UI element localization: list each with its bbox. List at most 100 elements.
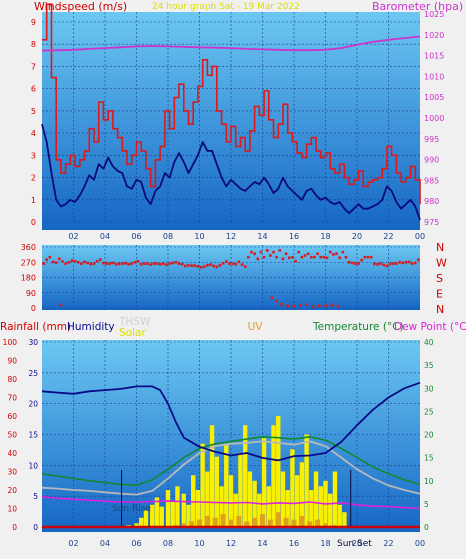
direction-point (70, 259, 74, 262)
rain-tick-label: 0 (12, 523, 17, 532)
temperature-line (41, 435, 421, 487)
direction-point (253, 252, 256, 256)
direction-point (407, 260, 411, 264)
direction-point (347, 260, 351, 264)
direction-point (168, 262, 171, 265)
solar-bar (224, 443, 229, 527)
solar-bar (186, 504, 191, 527)
direction-point (398, 260, 401, 264)
wind-tick-label: 5 (31, 107, 36, 116)
direction-point (262, 255, 266, 259)
uv-bar (236, 515, 242, 527)
direction-point (303, 254, 307, 257)
direction-point (130, 262, 134, 265)
direction-point (177, 262, 181, 265)
direction-point (209, 263, 212, 266)
wind-time-label: 00 (415, 232, 425, 241)
series-layer (41, 3, 421, 529)
uv-bar (228, 519, 234, 527)
solar-bar (280, 471, 286, 527)
direction-point (234, 262, 238, 266)
barometer-tick-label: 1015 (424, 52, 444, 61)
weather-time-label: 02 (68, 539, 78, 548)
direction-point (286, 304, 289, 308)
direction-point (305, 303, 308, 306)
barometer-axis-label: Barometer (hpa) (372, 0, 463, 13)
solar-bar (328, 493, 333, 527)
direction-point (139, 262, 143, 266)
wind-time-label: 04 (100, 232, 110, 241)
direction-point (59, 303, 63, 307)
temp-tick-label: 10 (424, 477, 434, 486)
humidity-tick-label: 15 (28, 431, 38, 440)
solar-bar (247, 471, 253, 527)
direction-point (92, 262, 96, 265)
direction-point (215, 265, 219, 269)
direction-point (83, 260, 86, 264)
wind-tick-label: 1 (31, 196, 36, 205)
humidity-tick-label: 20 (28, 400, 38, 409)
uv-bar (244, 521, 250, 527)
wind-time-label: 02 (68, 232, 78, 241)
solar-bar (154, 497, 160, 527)
solar-bar (181, 493, 186, 527)
solar-bar (139, 517, 144, 527)
weather-time-label: 18 (320, 539, 330, 548)
solar-bar (299, 462, 305, 527)
direction-point (54, 261, 58, 264)
direction-point (105, 262, 108, 265)
wind-time-label: 10 (194, 232, 204, 241)
wind-tick-label: 6 (31, 85, 36, 94)
compass-label: S (436, 272, 443, 285)
sunrise-label: Sun Rise (112, 504, 151, 514)
direction-point (165, 263, 168, 267)
solar-bar (233, 493, 238, 527)
barometer-tick-label: 1025 (424, 10, 444, 19)
direction-point (311, 305, 315, 308)
solar-bar (175, 486, 180, 527)
direction-point (316, 252, 319, 256)
direction-point (86, 261, 89, 265)
direction-point (111, 261, 115, 265)
barometer-tick-label: 1020 (424, 31, 444, 40)
thsw-line (41, 440, 421, 496)
humidity-tick-label: 10 (28, 461, 38, 470)
temp-tick-label: 5 (424, 500, 429, 509)
direction-point (136, 259, 140, 263)
direction-point (300, 255, 304, 259)
direction-point (376, 262, 379, 266)
uv-bar (260, 514, 265, 527)
legend-thsw: THSW (118, 316, 151, 328)
barometer-line (41, 35, 421, 52)
direction-point (237, 260, 241, 264)
uv-bar (197, 519, 202, 527)
direction-point (212, 264, 215, 268)
rain-tick-label: 20 (7, 486, 17, 495)
solar-bar (318, 486, 323, 527)
direction-point (388, 262, 392, 266)
direction-point (243, 265, 247, 268)
wind-time-label: 20 (352, 232, 362, 241)
wind-tick-label: 2 (31, 174, 36, 183)
solar-bar (266, 486, 271, 527)
uv-bar (323, 523, 328, 527)
direction-point (269, 254, 272, 257)
solar-bar (309, 490, 314, 527)
direction-point (240, 263, 244, 266)
barometer-tick-label: 980 (424, 197, 439, 206)
direction-point (51, 260, 55, 264)
barometer-tick-label: 985 (424, 176, 439, 185)
direction-point (299, 303, 302, 307)
legend-dew-point: Dew Point (°C) (394, 321, 466, 333)
direction-point (325, 256, 329, 260)
direction-point (350, 261, 354, 265)
direction-point (373, 262, 376, 266)
direction-point (171, 261, 175, 265)
direction-point (287, 256, 291, 260)
solar-bar (195, 490, 201, 527)
direction-point (187, 264, 190, 267)
direction-point (413, 261, 417, 265)
wind-time-label: 08 (163, 232, 173, 241)
solar-bar (170, 501, 175, 527)
direction-point (124, 261, 127, 265)
